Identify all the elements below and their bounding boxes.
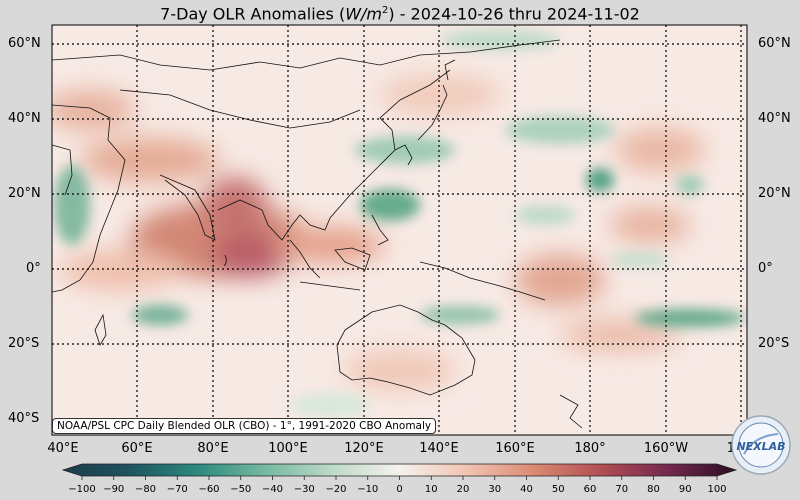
colorbar-tick-label: −40 xyxy=(261,484,284,495)
lat-label-20n: 20°N xyxy=(8,186,41,201)
lat-label-20n-right: 20°N xyxy=(758,186,791,201)
lat-label-40s: 40°S xyxy=(8,411,40,426)
lat-label-equator: 0° xyxy=(26,261,41,276)
colorbar-tick-label: 20 xyxy=(456,484,470,495)
lat-label-20s: 20°S xyxy=(8,336,40,351)
lat-label-60n: 60°N xyxy=(8,36,41,51)
lon-label-40e: 40°E xyxy=(47,441,79,456)
colorbar-tick-label: 60 xyxy=(583,484,597,495)
nexlab-logo: NEXLAB xyxy=(731,415,791,475)
lat-label-20s-right: 20°S xyxy=(758,336,790,351)
colorbar-tick-label: −70 xyxy=(166,484,188,495)
colorbar-tick-label: 100 xyxy=(707,484,727,495)
lat-label-60n-right: 60°N xyxy=(758,36,791,51)
map-frame xyxy=(51,24,748,436)
colorbar-tick-label: −80 xyxy=(134,484,157,495)
lon-label-160e: 160°E xyxy=(495,441,535,456)
colorbar-tick-label: −90 xyxy=(103,484,125,495)
lat-label-40n-right: 40°N xyxy=(758,111,791,126)
lon-label-160w: 160°W xyxy=(643,441,689,456)
lon-label-60e: 60°E xyxy=(121,441,153,456)
colorbar xyxy=(61,463,738,480)
lon-label-140e: 140°E xyxy=(419,441,459,456)
colorbar-tick-label: −60 xyxy=(198,484,220,495)
data-source-credit: NOAA/PSL CPC Daily Blended OLR (CBO) - 1… xyxy=(52,418,437,434)
colorbar-tick-label: −100 xyxy=(68,484,96,495)
lat-label-equator-right: 0° xyxy=(758,261,773,276)
graticule xyxy=(52,25,747,435)
lat-label-40n: 40°N xyxy=(8,111,41,126)
colorbar-tick-label: 10 xyxy=(424,484,438,495)
colorbar-tick-label: −20 xyxy=(325,484,347,495)
colorbar-tick-label: −30 xyxy=(293,484,315,495)
logo-text: NEXLAB xyxy=(736,440,785,453)
lon-label-180: 180° xyxy=(574,441,606,456)
colorbar-tick-label: 40 xyxy=(520,484,533,495)
lon-label-100e: 100°E xyxy=(268,441,308,456)
map-title: 7-Day OLR Anomalies (W/m2) - 2024-10-26 … xyxy=(160,4,640,24)
coastlines xyxy=(52,39,583,429)
colorbar-tick-label: −10 xyxy=(357,484,379,495)
colorbar-tick-label: 80 xyxy=(647,484,660,495)
lon-label-80e: 80°E xyxy=(197,441,229,456)
colorbar-tick-label: 50 xyxy=(551,484,565,495)
colorbar-tick-label: 0 xyxy=(396,484,403,495)
lon-label-120e: 120°E xyxy=(344,441,384,456)
colorbar-tick-label: −50 xyxy=(230,484,252,495)
colorbar-tick-label: 30 xyxy=(488,484,502,495)
anomaly-field xyxy=(52,25,747,435)
colorbar-tick-label: 70 xyxy=(615,484,629,495)
colorbar-tick-label: 90 xyxy=(678,484,692,495)
